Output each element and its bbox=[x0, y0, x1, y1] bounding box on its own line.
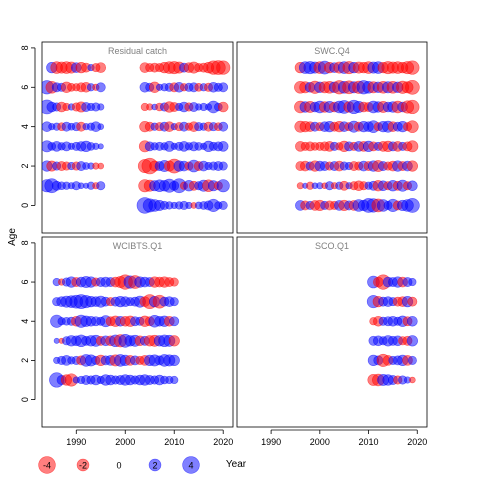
legend-item: 4 bbox=[182, 456, 200, 474]
bubble-point bbox=[409, 376, 416, 384]
bubble-point bbox=[168, 335, 180, 347]
y-tick-label: 2 bbox=[20, 358, 30, 363]
bubble-point bbox=[169, 297, 179, 307]
panel-frame bbox=[236, 236, 428, 428]
legend-item: 2 bbox=[148, 458, 162, 472]
x-tick-label: 2020 bbox=[213, 437, 233, 447]
bubble-point bbox=[53, 337, 60, 344]
bubble-point bbox=[406, 120, 419, 133]
bubble-point bbox=[95, 62, 107, 73]
legend: -4 -2 0 2 4 bbox=[38, 456, 200, 474]
panel-1: Residual catch bbox=[41, 41, 234, 234]
bubble-point bbox=[169, 277, 179, 287]
panel-frame bbox=[41, 236, 234, 428]
bubble-point bbox=[97, 103, 105, 111]
bubble-point bbox=[217, 141, 229, 152]
bubble-point bbox=[170, 375, 179, 385]
y-tick-label: 6 bbox=[20, 85, 30, 90]
y-tick-label: 4 bbox=[20, 124, 30, 129]
y-axis-label: Age bbox=[7, 228, 18, 246]
x-tick-label: 2000 bbox=[310, 437, 330, 447]
legend-item: -4 bbox=[38, 456, 56, 474]
legend-label: -2 bbox=[79, 461, 87, 471]
panel-title: Residual catch bbox=[108, 46, 167, 56]
x-tick-label: 2020 bbox=[407, 437, 427, 447]
x-tick-label: 1990 bbox=[261, 437, 281, 447]
y-tick-label: 8 bbox=[20, 45, 30, 50]
legend-bubble bbox=[148, 458, 162, 472]
panel-frame bbox=[41, 41, 234, 234]
axes: 0 2 4 6 8 0 2 4 6 8 1990 2000 2010 2020 1990 2000 2010 20… bbox=[20, 45, 427, 447]
bubble-point bbox=[218, 82, 229, 93]
y-tick-label: 0 bbox=[20, 203, 30, 208]
y-tick-label: 2 bbox=[20, 164, 30, 169]
y-tick-label: 6 bbox=[20, 280, 30, 285]
bubble-point bbox=[406, 140, 419, 153]
bubble-point bbox=[217, 101, 229, 113]
bubble-point bbox=[97, 143, 104, 150]
bubble-group bbox=[366, 274, 418, 387]
bubble-point bbox=[218, 161, 228, 171]
bubble-point bbox=[168, 354, 180, 367]
bubble-group bbox=[49, 274, 180, 388]
panel-4: SCO.Q1 bbox=[236, 236, 428, 428]
bubble-group bbox=[42, 60, 231, 214]
bubble-point bbox=[218, 200, 228, 210]
bubble-point bbox=[407, 296, 418, 307]
bubble-point bbox=[405, 99, 420, 115]
x-tick-label: 2000 bbox=[115, 437, 135, 447]
y-tick-label: 0 bbox=[20, 397, 30, 402]
bubble-point bbox=[96, 181, 106, 191]
bubble-point bbox=[407, 355, 417, 365]
panel-title: SWC.Q4 bbox=[314, 46, 350, 56]
bubble-point bbox=[407, 315, 418, 327]
panels: Residual catch SWC.Q4 WCIBTS.Q1 SCO.Q1 bbox=[41, 41, 428, 428]
y-tick-label: 8 bbox=[20, 240, 30, 245]
panel-title: WCIBTS.Q1 bbox=[113, 241, 163, 251]
legend-label: 2 bbox=[152, 461, 157, 471]
bubble-point bbox=[169, 316, 180, 327]
legend-label: -4 bbox=[43, 461, 51, 471]
bubble-point bbox=[405, 198, 420, 213]
legend-item: -2 bbox=[76, 458, 90, 472]
bubble-point bbox=[405, 79, 420, 95]
panel-title: SCO.Q1 bbox=[315, 241, 349, 251]
legend-item: 0 bbox=[116, 461, 121, 471]
bubble-point bbox=[218, 121, 229, 132]
bubble-group bbox=[294, 60, 420, 213]
bubble-point bbox=[95, 82, 106, 93]
x-axis-label: Year bbox=[226, 459, 247, 470]
x-tick-label: 2010 bbox=[164, 437, 184, 447]
bubble-point bbox=[216, 179, 230, 193]
panel-3: WCIBTS.Q1 bbox=[41, 236, 234, 428]
legend-bubble bbox=[38, 456, 56, 474]
bubble-point bbox=[216, 60, 231, 75]
bubble-point bbox=[97, 123, 105, 130]
bubble-point bbox=[406, 160, 418, 172]
bubble-point bbox=[406, 335, 418, 347]
bubble-point bbox=[405, 60, 420, 75]
x-tick-label: 2010 bbox=[359, 437, 379, 447]
bubble-point bbox=[97, 162, 105, 170]
legend-bubble bbox=[76, 458, 90, 472]
legend-label: 0 bbox=[116, 461, 121, 471]
x-tick-label: 1990 bbox=[66, 437, 86, 447]
bubble-point bbox=[407, 180, 418, 192]
legend-label: 4 bbox=[188, 461, 193, 471]
legend-bubble bbox=[182, 456, 200, 474]
y-tick-label: 4 bbox=[20, 319, 30, 324]
panel-frame bbox=[236, 41, 428, 234]
panel-2: SWC.Q4 bbox=[236, 41, 428, 234]
bubble-point bbox=[408, 277, 417, 287]
